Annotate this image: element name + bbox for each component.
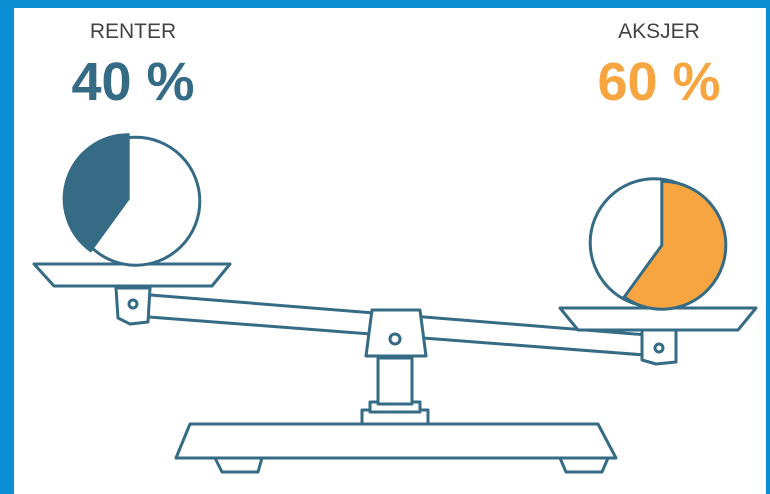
balance-scale [32, 262, 758, 474]
pan [558, 306, 758, 332]
foot [213, 456, 264, 474]
left-value: 40 % [71, 52, 194, 112]
foot [558, 456, 610, 474]
right-value: 60 % [597, 52, 720, 112]
pie-slice [62, 133, 130, 253]
base [174, 422, 618, 460]
left-label: RENTER [90, 20, 176, 43]
right-label: AKSJER [618, 20, 700, 43]
screw [127, 298, 139, 310]
pivot-screw [388, 332, 402, 346]
screw [653, 342, 665, 354]
pan [32, 262, 232, 288]
post [376, 356, 414, 406]
pie-slice [622, 179, 728, 311]
